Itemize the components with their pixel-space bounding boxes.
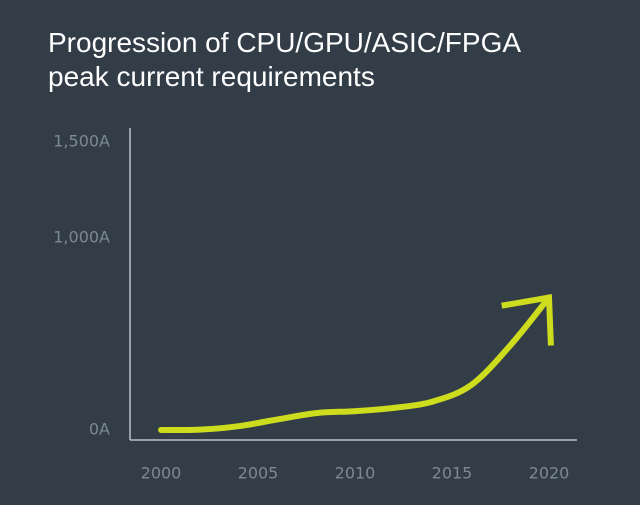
data-point: [158, 427, 164, 433]
chart-title-line-2: peak current requirements: [48, 61, 375, 92]
x-axis: 2000 2005 2010 2015 2020: [130, 439, 577, 483]
y-tick-label: 1,000A: [53, 228, 110, 247]
data-point: [507, 343, 513, 349]
data-point: [391, 405, 397, 411]
series-line: [158, 294, 552, 434]
arrow-head: [501, 293, 554, 346]
data-point: [236, 423, 242, 429]
y-tick-label: 0A: [89, 420, 110, 439]
data-point: [430, 399, 436, 405]
data-point: [468, 382, 474, 388]
x-tick-label: 2020: [529, 464, 570, 483]
chart-title-line-1: Progression of CPU/GPU/ASIC/FPGA: [48, 27, 522, 58]
data-point: [352, 408, 358, 414]
y-axis: 0A 1,000A 1,500A: [53, 128, 131, 440]
x-tick-label: 2005: [238, 464, 279, 483]
x-tick-label: 2000: [141, 464, 182, 483]
x-tick-label: 2015: [432, 464, 473, 483]
data-point: [313, 410, 319, 416]
data-point: [274, 416, 280, 422]
chart-title: Progression of CPU/GPU/ASIC/FPGA peak cu…: [48, 26, 618, 94]
x-tick-label: 2010: [335, 464, 376, 483]
series-layer: [158, 293, 554, 434]
data-point: [197, 427, 203, 433]
y-tick-label: 1,500A: [53, 132, 110, 151]
